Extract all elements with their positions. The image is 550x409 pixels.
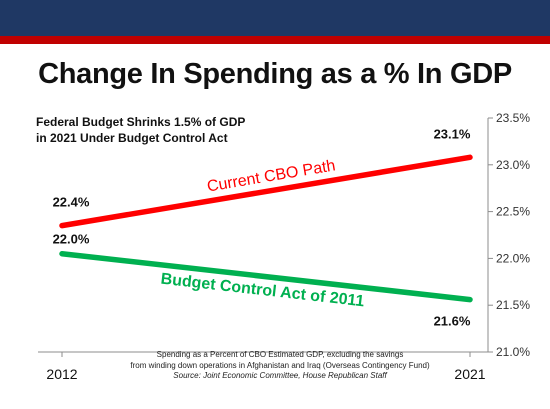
subtitle-line-1: Federal Budget Shrinks 1.5% of GDP — [36, 115, 246, 129]
y-tick-label: 21.5% — [496, 298, 530, 312]
footnote-source: Source: Joint Economic Committee, House … — [173, 371, 387, 380]
x-tick-label: 2021 — [454, 366, 485, 382]
series-line — [59, 154, 473, 229]
data-label: 22.4% — [53, 195, 90, 210]
x-tick-label: 2012 — [46, 366, 77, 382]
data-label: 22.0% — [53, 232, 90, 247]
header-band — [0, 0, 550, 36]
series-line — [59, 250, 473, 303]
footnote-line-2: from winding down operations in Afghanis… — [130, 360, 430, 370]
chart-footnote: Spending as a Percent of CBO Estimated G… — [110, 350, 450, 382]
y-tick-label: 23.0% — [496, 158, 530, 172]
header-stripe — [0, 36, 550, 44]
y-tick-label: 22.5% — [496, 205, 530, 219]
chart-title: Change In Spending as a % In GDP — [38, 58, 512, 90]
chart-subtitle: Federal Budget Shrinks 1.5% of GDP in 20… — [36, 114, 245, 146]
y-tick-label: 21.0% — [496, 345, 530, 359]
y-tick-label: 22.0% — [496, 251, 530, 265]
data-label: 21.6% — [434, 314, 471, 329]
y-tick-label: 23.5% — [496, 111, 530, 125]
data-label: 23.1% — [434, 126, 471, 141]
footnote-line-1: Spending as a Percent of CBO Estimated G… — [156, 350, 404, 359]
subtitle-line-2: in 2021 Under Budget Control Act — [36, 131, 228, 145]
